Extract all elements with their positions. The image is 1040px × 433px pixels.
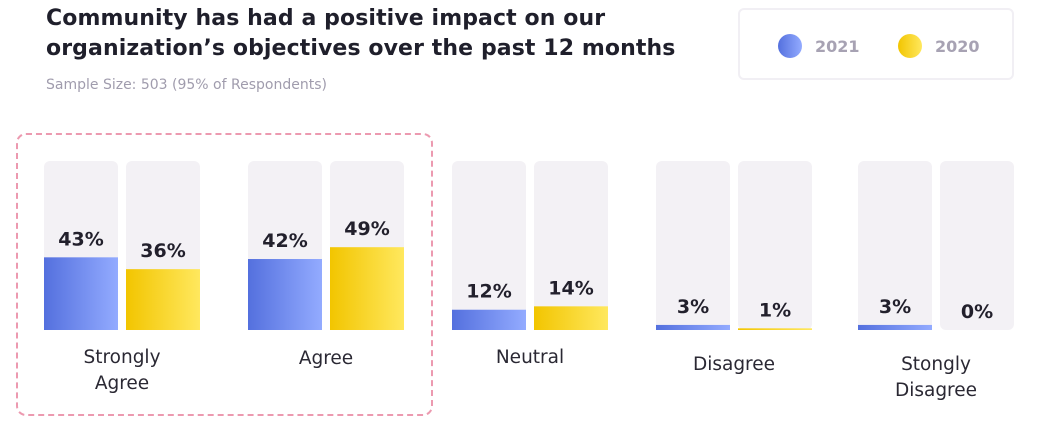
bar-neutral-2020 (534, 306, 608, 330)
bar-stongly-disagree-2021 (858, 324, 932, 330)
legend-swatch-2020 (898, 34, 922, 58)
category-label-disagree: Disagree (693, 354, 775, 375)
chart-title-line-1: Community has had a positive impact on o… (46, 6, 606, 31)
value-label-agree-2020: 49% (344, 218, 389, 240)
value-label-disagree-2021: 3% (677, 296, 709, 318)
value-label-strongly-agree-2020: 36% (140, 240, 185, 262)
category-label-agree: Agree (299, 348, 353, 369)
bar-strongly-agree-2021 (44, 257, 118, 330)
bar-agree-2021 (248, 259, 322, 330)
bar-track-disagree-2021 (656, 161, 730, 330)
category-label-stongly-disagree: Stongly Disagree (895, 354, 977, 401)
bar-strongly-agree-2020 (126, 269, 200, 330)
value-label-disagree-2020: 1% (759, 299, 791, 321)
bar-disagree-2021 (656, 324, 730, 330)
legend-label-2021: 2021 (815, 36, 860, 56)
bar-track-stongly-disagree-2020 (940, 161, 1014, 330)
value-label-neutral-2021: 12% (466, 281, 511, 303)
bar-disagree-2020 (738, 328, 812, 330)
value-label-stongly-disagree-2021: 3% (879, 296, 911, 318)
legend-item-2021: 2021 (778, 34, 860, 58)
value-label-strongly-agree-2021: 43% (58, 228, 103, 250)
legend-item-2020: 2020 (898, 34, 980, 58)
legend-label-2020: 2020 (935, 36, 980, 56)
chart-title: Community has had a positive impact on o… (46, 4, 706, 64)
legend: 2021 2020 (738, 8, 1014, 80)
bar-track-disagree-2020 (738, 161, 812, 330)
bar-track-neutral-2021 (452, 161, 526, 330)
chart-title-line-2: organization’s objectives over the past … (46, 36, 676, 61)
value-label-neutral-2020: 14% (548, 277, 593, 299)
legend-swatch-2021 (778, 34, 802, 58)
category-label-strongly-agree: Strongly Agree (83, 347, 160, 394)
bar-track-stongly-disagree-2021 (858, 161, 932, 330)
highlight-box-agree-group (16, 133, 433, 416)
bar-track-neutral-2020 (534, 161, 608, 330)
bar-neutral-2021 (452, 309, 526, 330)
sample-size-subtitle: Sample Size: 503 (95% of Respondents) (46, 77, 327, 93)
category-label-neutral: Neutral (496, 347, 564, 368)
value-label-agree-2021: 42% (262, 230, 307, 252)
value-label-stongly-disagree-2020: 0% (961, 301, 993, 323)
bar-agree-2020 (330, 247, 404, 330)
